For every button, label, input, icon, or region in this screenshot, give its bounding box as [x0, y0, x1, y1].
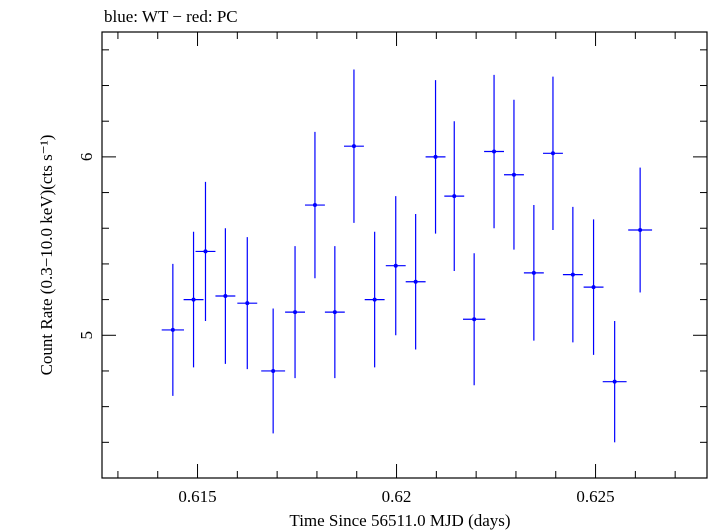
data-marker — [203, 249, 208, 254]
x-axis-label: Time Since 56511.0 MJD (days) — [289, 511, 510, 530]
y-axis-tick-labels: 56 — [77, 153, 96, 340]
data-marker — [351, 144, 356, 149]
data-point — [385, 196, 406, 336]
data-marker — [452, 194, 457, 199]
data-marker — [271, 368, 276, 373]
data-marker — [293, 310, 298, 315]
data-point — [543, 76, 563, 231]
data-marker — [312, 203, 317, 208]
data-marker — [472, 317, 477, 322]
data-marker — [531, 270, 536, 275]
data-series — [161, 69, 653, 443]
data-point — [215, 228, 236, 364]
data-point — [504, 99, 524, 250]
x-tick-label: 0.625 — [576, 487, 614, 506]
x-axis-tick-labels: 0.615 0.62 0.625 — [178, 487, 614, 506]
data-marker — [191, 297, 196, 302]
y-tick-label: 5 — [77, 331, 96, 340]
data-marker — [332, 310, 337, 315]
data-marker — [550, 151, 555, 156]
data-marker — [591, 285, 596, 290]
data-marker — [245, 301, 250, 306]
data-point — [484, 74, 505, 229]
data-point — [161, 263, 184, 396]
data-marker — [413, 279, 418, 284]
data-point — [602, 321, 627, 443]
data-point — [364, 231, 385, 368]
data-point — [583, 219, 604, 355]
data-point — [344, 69, 364, 223]
data-point — [324, 246, 345, 379]
data-point — [523, 205, 544, 341]
data-marker — [511, 172, 516, 177]
x-tick-label: 0.62 — [382, 487, 412, 506]
data-point — [628, 167, 653, 293]
data-marker — [612, 379, 617, 384]
data-marker — [170, 327, 175, 332]
data-point — [183, 231, 204, 368]
x-axis-ticks — [117, 32, 676, 478]
data-point — [463, 253, 486, 386]
y-tick-label: 6 — [77, 153, 96, 162]
data-point — [195, 181, 216, 322]
y-axis-ticks — [102, 49, 707, 479]
data-point — [304, 131, 325, 279]
x-tick-label: 0.615 — [178, 487, 216, 506]
data-point — [562, 206, 583, 343]
data-point — [285, 246, 305, 379]
data-marker — [638, 228, 643, 233]
data-marker — [433, 154, 438, 159]
data-point — [425, 80, 446, 234]
data-point — [261, 308, 286, 434]
y-axis-label: Count Rate (0.3−10.0 keV)(cts s⁻¹) — [37, 135, 56, 376]
plot-frame — [101, 31, 708, 479]
data-marker — [492, 149, 497, 154]
data-marker — [570, 272, 575, 277]
data-point — [444, 121, 465, 272]
data-point — [405, 213, 426, 350]
data-marker — [393, 263, 398, 268]
data-marker — [223, 294, 228, 299]
data-marker — [372, 297, 377, 302]
data-point — [237, 237, 258, 370]
chart-title: blue: WT − red: PC — [104, 7, 238, 26]
